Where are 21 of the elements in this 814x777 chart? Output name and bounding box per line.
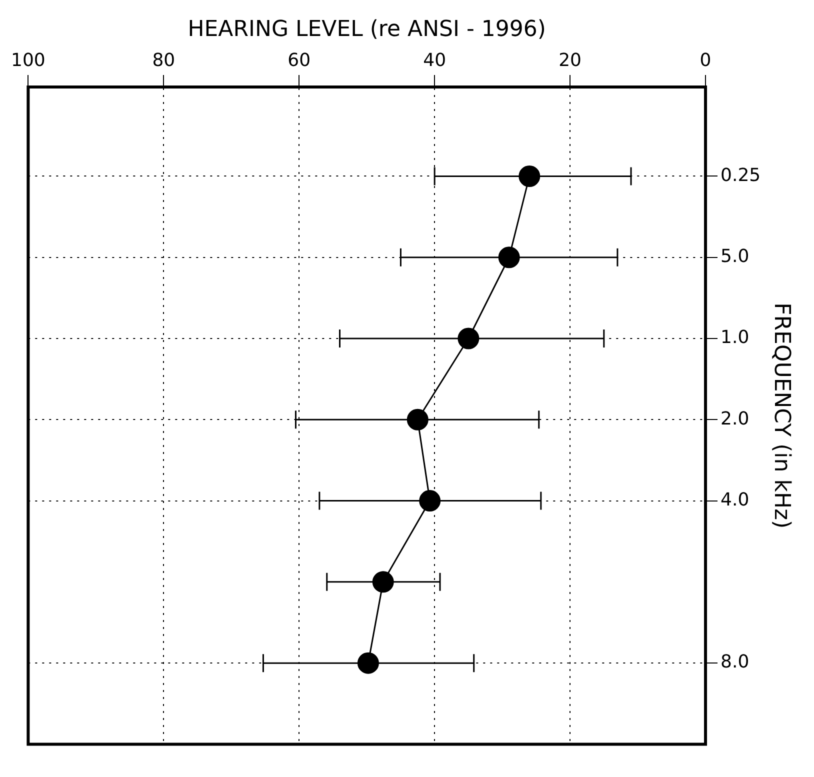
x-axis-title: HEARING LEVEL (re ANSI - 1996): [188, 16, 546, 42]
point: [357, 652, 379, 674]
y-tick-label: 1.0: [720, 327, 750, 348]
x-tick-label: 40: [423, 50, 446, 71]
point: [406, 408, 428, 430]
x-tick-label: 20: [558, 50, 582, 71]
x-tick-label: 60: [288, 50, 311, 71]
y-tick-label: 4.0: [720, 489, 750, 510]
point: [498, 246, 520, 268]
y-tick-label: 8.0: [720, 652, 750, 673]
x-tick-label: 100: [11, 50, 46, 71]
y-tick-label: 2.0: [720, 408, 750, 430]
point: [419, 490, 441, 512]
point: [372, 571, 394, 593]
x-tick-label: 0: [700, 50, 712, 71]
x-tick-label: 80: [152, 50, 176, 71]
y-axis-title: FREQUENCY (in kHz): [769, 302, 794, 529]
point: [518, 166, 540, 187]
y-tick-label: 5.0: [720, 246, 750, 268]
point: [458, 328, 480, 350]
y-tick-label: 0.25: [720, 164, 761, 186]
